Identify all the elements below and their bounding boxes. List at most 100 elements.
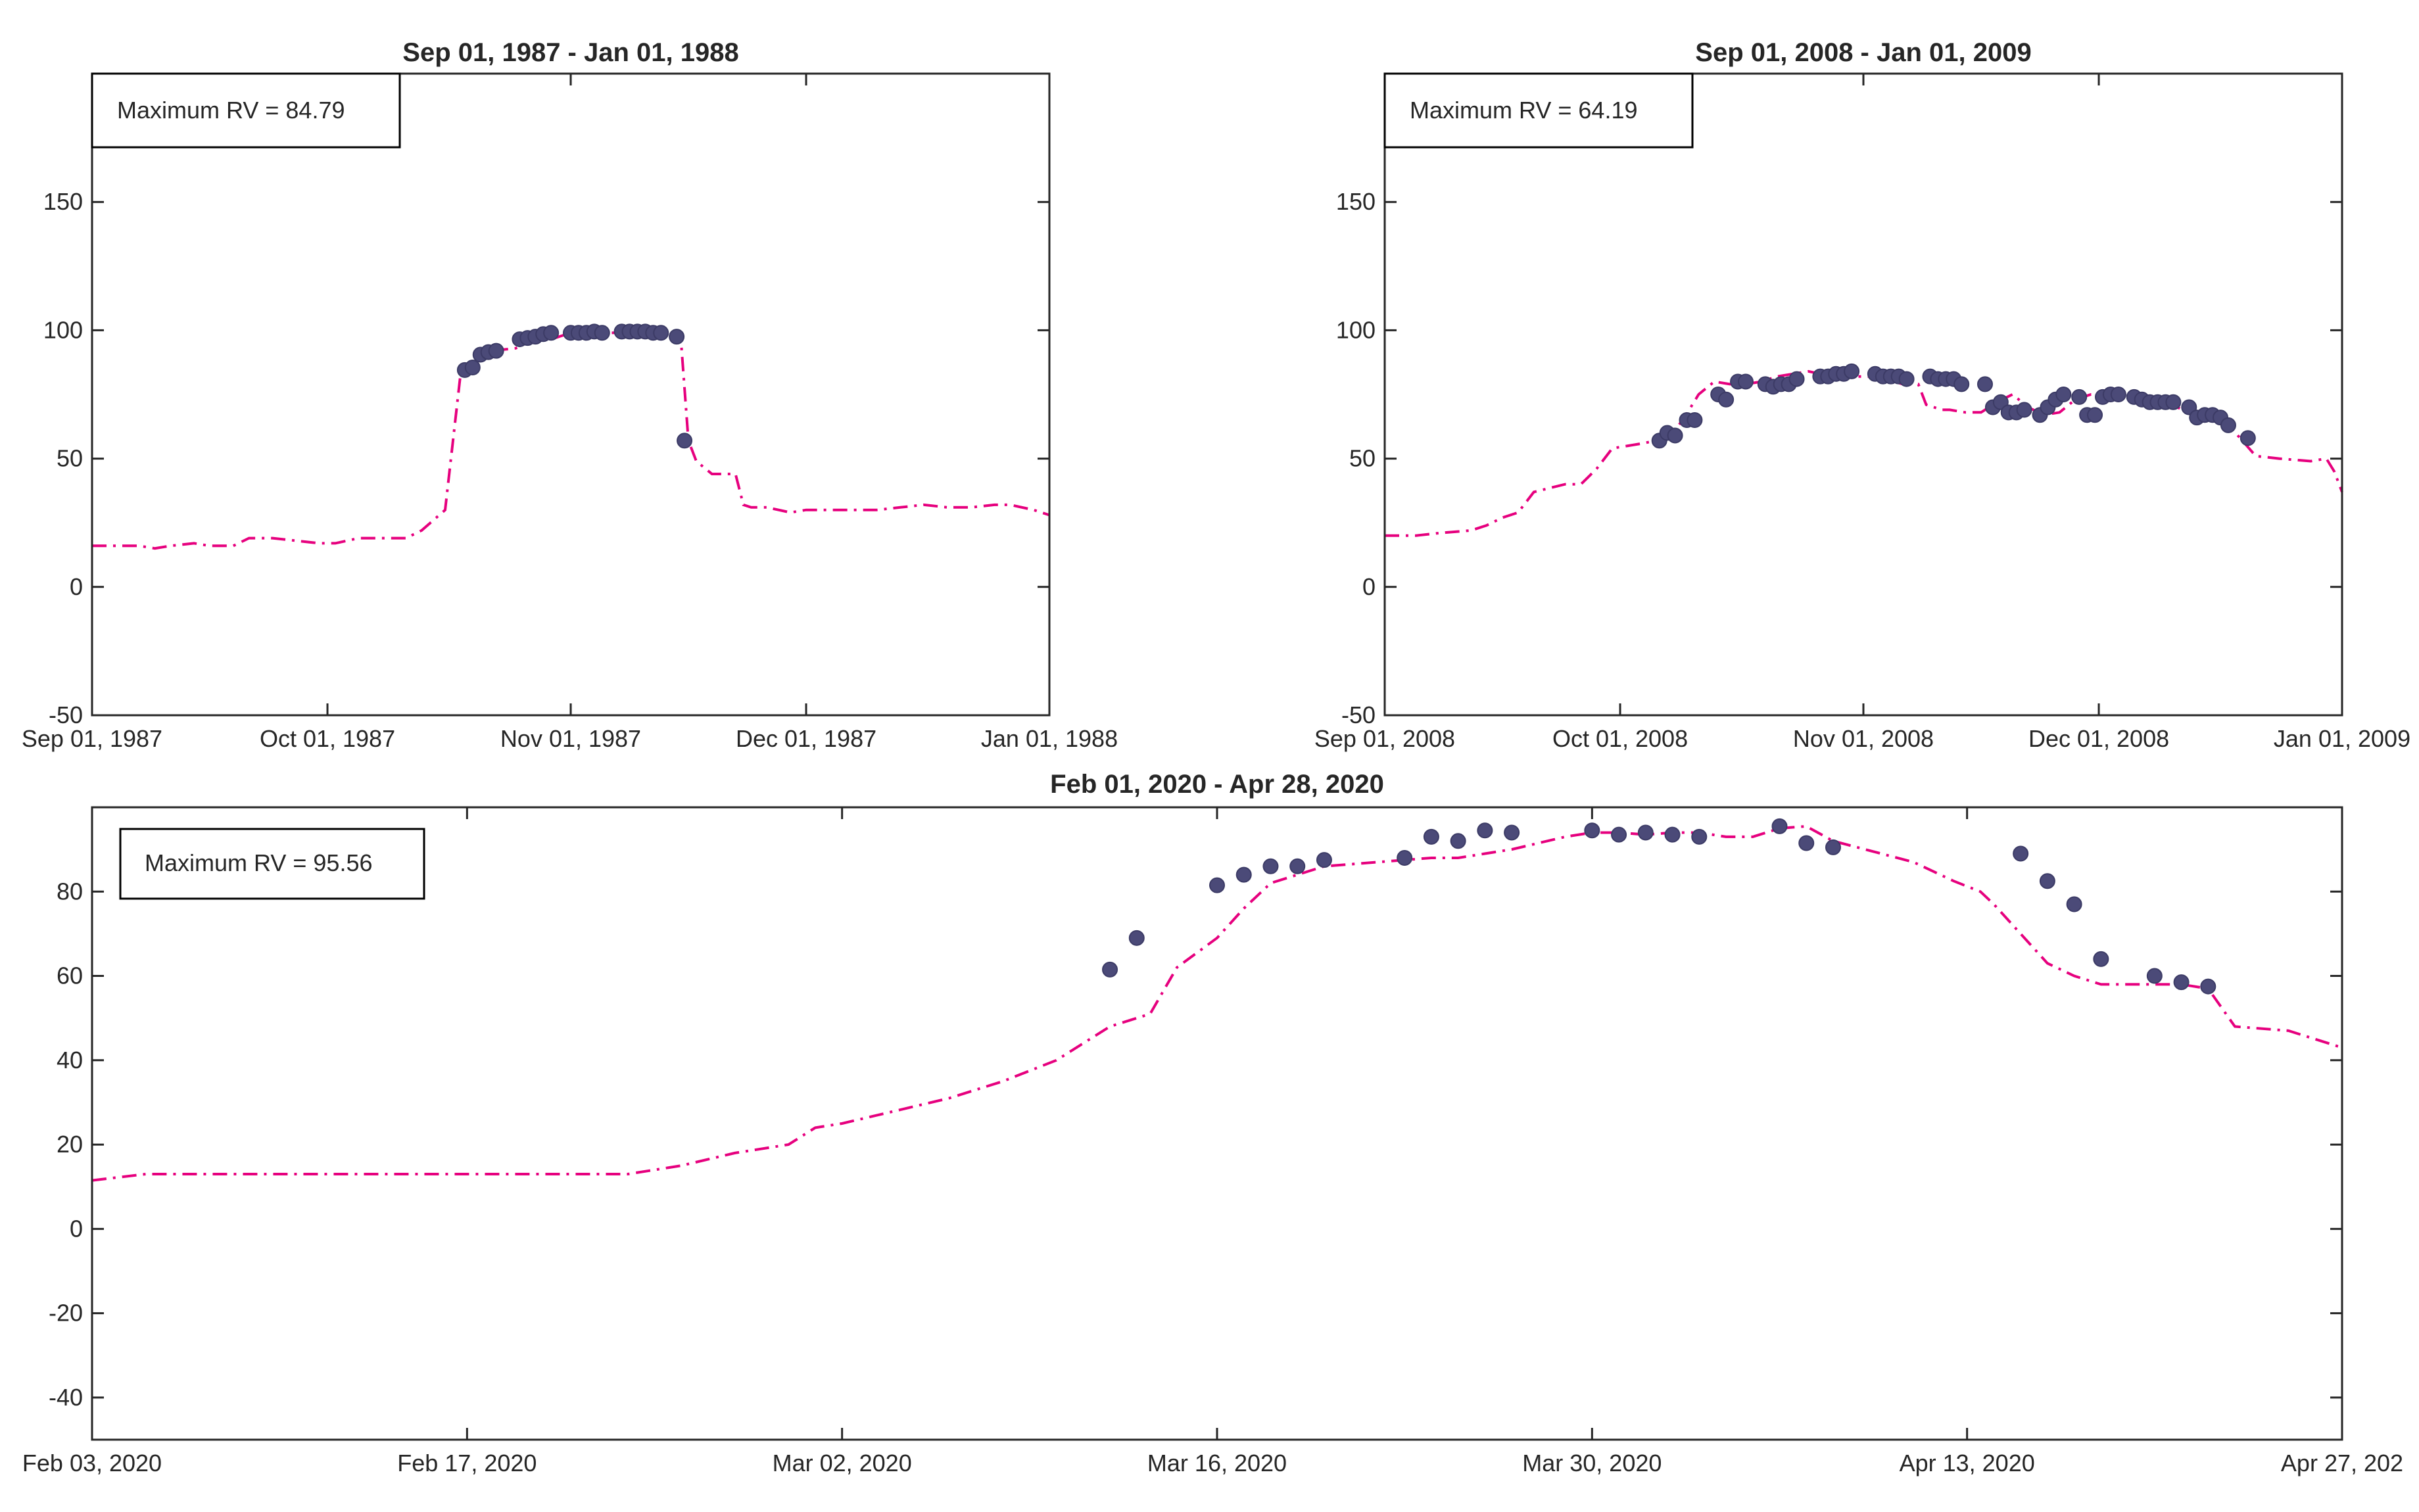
data-point-marker xyxy=(2066,896,2082,912)
axis-ticks: Feb 03, 2020 Feb 17, 2020 Mar 02, 2020 Mar … xyxy=(22,807,2403,1477)
x-tick-label: Jan 01, 2009 xyxy=(2274,725,2410,752)
data-point-marker xyxy=(1737,373,1754,390)
data-point-marker xyxy=(2055,387,2072,402)
axis-ticks: Sep 01, 1987 Oct 01, 1987 Nov 01, 1987 Dec … xyxy=(22,74,1118,752)
data-point-marker xyxy=(677,433,693,449)
data-point-marker xyxy=(1504,824,1520,841)
plot-frame xyxy=(91,72,1051,717)
y-tick-label: -50 xyxy=(49,701,83,728)
series-line-rv xyxy=(92,331,1050,550)
data-point-marker xyxy=(1423,828,1439,845)
data-point-marker xyxy=(1637,824,1654,841)
data-point-marker xyxy=(1664,826,1681,843)
x-tick-label: Dec 01, 1987 xyxy=(736,725,876,752)
data-point-marker xyxy=(464,360,481,376)
data-point-marker xyxy=(1844,363,1860,379)
data-point-marker xyxy=(2146,968,2163,984)
data-point-marker xyxy=(1289,858,1306,874)
x-tick-label: Sep 01, 2008 xyxy=(1314,725,1455,752)
data-point-marker xyxy=(1771,818,1788,834)
x-tick-label: Dec 01, 2008 xyxy=(2028,725,2169,752)
x-tick-label: Jan 01, 1988 xyxy=(981,725,1118,752)
series-lines xyxy=(91,824,2343,1182)
x-tick-label: Mar 30, 2020 xyxy=(1522,1450,1662,1477)
y-tick-label: 50 xyxy=(57,445,83,472)
y-tick-label: -50 xyxy=(1341,701,1376,728)
series-lines xyxy=(1385,369,2343,537)
data-point-marker xyxy=(488,343,504,359)
x-tick-label: Apr 13, 2020 xyxy=(1900,1450,2035,1477)
data-point-marker xyxy=(1316,852,1332,868)
y-tick-label: 150 xyxy=(1336,188,1376,215)
x-tick-label: Nov 01, 2008 xyxy=(1793,725,1934,752)
data-point-marker xyxy=(1102,961,1118,978)
y-tick-label: 80 xyxy=(57,878,83,905)
annotation-box xyxy=(119,828,425,900)
data-point-marker xyxy=(1691,828,1708,845)
chart-panel-2020: Feb 01, 2020 - Apr 28, 2020 Feb 03, 2020… xyxy=(22,770,2403,1477)
x-tick-label: Mar 16, 2020 xyxy=(1147,1450,1287,1477)
data-point-marker xyxy=(2173,974,2190,991)
series-line-rv xyxy=(91,824,2343,1182)
data-point-marker xyxy=(1788,371,1805,387)
data-point-marker xyxy=(1976,376,1993,392)
x-tick-label: Sep 01, 1987 xyxy=(22,725,162,752)
y-tick-label: 20 xyxy=(57,1131,83,1158)
y-tick-label: 100 xyxy=(43,316,83,343)
data-point-marker xyxy=(1584,822,1600,839)
y-tick-label: -40 xyxy=(49,1384,83,1411)
chart-title: Sep 01, 1987 - Jan 01, 1988 xyxy=(402,38,738,67)
annotation-max-rv: Maximum RV = 95.56 xyxy=(145,849,372,876)
y-tick-label: 100 xyxy=(1336,316,1376,343)
data-point-marker xyxy=(1611,826,1627,843)
chart-title: Feb 01, 2020 - Apr 28, 2020 xyxy=(1050,770,1384,799)
data-point-marker xyxy=(543,325,560,341)
data-point-marker xyxy=(1953,376,1970,392)
series-markers xyxy=(1102,818,2216,995)
y-tick-label: 150 xyxy=(43,188,83,215)
x-tick-label: Oct 01, 1987 xyxy=(260,725,395,752)
axis-ticks: Sep 01, 2008 Oct 01, 2008 Nov 01, 2008 Dec … xyxy=(1314,74,2410,752)
data-point-marker xyxy=(1825,839,1841,855)
data-point-marker xyxy=(2039,873,2055,889)
y-tick-label: 40 xyxy=(57,1047,83,1074)
chart-panel-1987: Sep 01, 1987 - Jan 01, 1988 Sep 01, 1987… xyxy=(22,38,1118,752)
x-tick-label: Nov 01, 1987 xyxy=(500,725,641,752)
data-point-marker xyxy=(2071,389,2088,405)
y-tick-label: 0 xyxy=(70,1215,83,1242)
data-point-marker xyxy=(2239,430,2256,446)
y-tick-label: 0 xyxy=(1362,573,1376,600)
data-point-marker xyxy=(2013,845,2029,862)
annotation-box xyxy=(91,72,401,149)
series-lines xyxy=(92,331,1050,550)
y-tick-label: -20 xyxy=(49,1300,83,1327)
series-markers xyxy=(1651,363,2256,449)
data-point-marker xyxy=(1397,849,1413,866)
series-line-rv xyxy=(1385,369,2343,537)
chart-title: Sep 01, 2008 - Jan 01, 2009 xyxy=(1695,38,2031,67)
data-point-marker xyxy=(1798,835,1815,851)
data-point-marker xyxy=(1898,371,1915,387)
y-tick-label: 0 xyxy=(70,573,83,600)
data-point-marker xyxy=(2016,402,2032,418)
data-point-marker xyxy=(1718,391,1735,408)
x-tick-label: Oct 01, 2008 xyxy=(1552,725,1688,752)
data-point-marker xyxy=(1477,822,1493,839)
annotation-max-rv: Maximum RV = 84.79 xyxy=(117,97,345,124)
data-point-marker xyxy=(1687,412,1703,429)
annotation-max-rv: Maximum RV = 64.19 xyxy=(1410,97,1637,124)
data-point-marker xyxy=(1128,930,1145,946)
series-markers xyxy=(456,323,693,449)
y-tick-label: 60 xyxy=(57,962,83,989)
data-point-marker xyxy=(1235,866,1252,883)
plot-frame xyxy=(91,806,2343,1441)
x-tick-label: Feb 17, 2020 xyxy=(397,1450,537,1477)
data-point-marker xyxy=(653,325,669,341)
data-point-marker xyxy=(2200,978,2216,995)
y-tick-label: 50 xyxy=(1349,445,1376,472)
data-point-marker xyxy=(2093,951,2109,967)
data-point-marker xyxy=(594,325,610,341)
data-point-marker xyxy=(2087,407,2103,423)
data-point-marker xyxy=(669,329,685,345)
x-tick-label: Mar 02, 2020 xyxy=(773,1450,912,1477)
